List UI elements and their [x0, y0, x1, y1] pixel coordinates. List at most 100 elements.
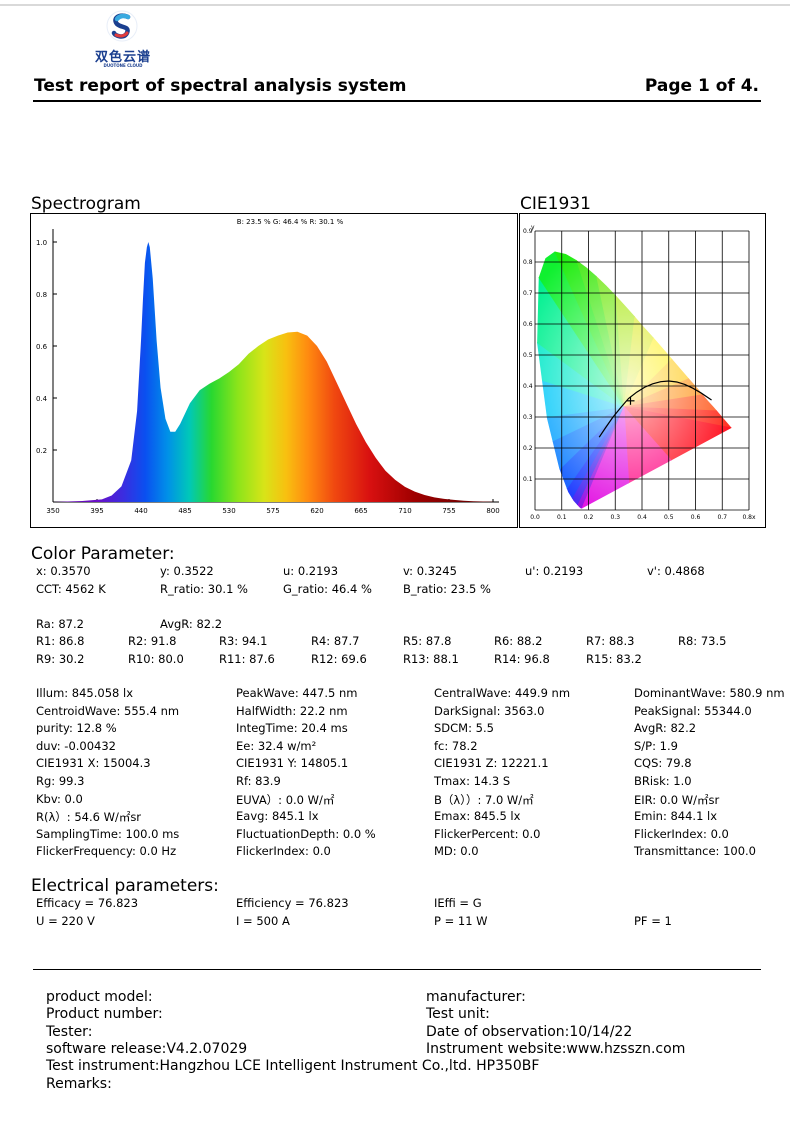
x-tick-label: 710 — [398, 507, 411, 515]
color-param: u: 0.2193 — [283, 564, 339, 578]
test-instrument: Test instrument:Hangzhou LCE Intelligent… — [46, 1058, 540, 1075]
measurement-value: FluctuationDepth: 0.0 % — [236, 826, 376, 841]
x-tick-label: 800 — [486, 507, 499, 515]
x-tick-label: 620 — [310, 507, 323, 515]
y-tick-label: 1.0 — [36, 239, 47, 247]
footer-field: software release:V4.2.07029 — [46, 1040, 248, 1057]
cri-value: R4: 87.7 — [311, 634, 360, 648]
cri-param: Ra: 87.2 — [36, 617, 84, 631]
electrical-param: I = 500 A — [236, 914, 290, 928]
y-tick-label: 0.4 — [36, 395, 48, 403]
measurement-value: Emax: 845.5 lx — [434, 809, 521, 824]
color-param: R_ratio: 30.1 % — [160, 582, 248, 596]
color-param: B_ratio: 23.5 % — [403, 582, 491, 596]
measurement-value: Rf: 83.9 — [236, 774, 281, 788]
measurement-value: Tmax: 14.3 S — [434, 774, 511, 788]
footer-field: Tester: — [46, 1023, 93, 1040]
cie-gamut — [537, 251, 732, 509]
x-tick-label: 755 — [442, 507, 455, 515]
y-tick-label: 0.8 — [36, 291, 47, 299]
footer-field: Test unit: — [426, 1006, 490, 1023]
cri-value: R7: 88.3 — [586, 634, 635, 648]
cie-x-tick-label: 0.8x — [742, 514, 756, 521]
x-tick-label: 395 — [90, 507, 103, 515]
cie-x-tick-label: 0.7 — [717, 514, 727, 521]
logo-chinese-text: 双色云谱 — [94, 50, 151, 65]
measurement-value: FlickerPercent: 0.0 — [434, 826, 541, 841]
footer-field: Date of observation:10/14/22 — [426, 1023, 633, 1040]
color-param: y: 0.3522 — [160, 564, 214, 578]
measurement-value: IntegTime: 20.4 ms — [236, 721, 348, 736]
measurement-value: MD: 0.0 — [434, 844, 479, 859]
spectrogram-title: Spectrogram — [31, 194, 141, 214]
measurement-value: Rg: 99.3 — [36, 774, 85, 788]
footer-field: Instrument website:www.hzsszn.com — [426, 1040, 686, 1057]
measurement-value: FlickerIndex: 0.0 — [634, 826, 729, 841]
x-tick-label: 440 — [134, 507, 147, 515]
footer-field: Product number: — [46, 1006, 163, 1023]
planckian-locus — [598, 380, 712, 438]
cie-y-tick-label: 0.7 — [523, 290, 533, 297]
logo-s-icon — [106, 10, 138, 42]
measurement-value: S/P: 1.9 — [634, 738, 678, 753]
cri-value: R12: 69.6 — [311, 652, 367, 666]
measurement-value: SDCM: 5.5 — [434, 721, 494, 736]
report-title: Test report of spectral analysis system — [34, 76, 407, 96]
x-tick-label: 530 — [222, 507, 235, 515]
measurement-value: DarkSignal: 3563.0 — [434, 703, 545, 718]
spectrogram-panel: B: 23.5 % G: 46.4 % R: 30.1 % 0.2 0.4 0.6 0… — [30, 213, 518, 528]
cri-value: R15: 83.2 — [586, 652, 642, 666]
x-tick-label: 575 — [266, 507, 279, 515]
measurement-value: Illum: 845.058 lx — [36, 686, 134, 700]
cie-panel: y 0.0 0.1 0.2 0.3 0.4 0.5 0.6 0.7 0.8x 0.1 0.2 0.3 0… — [519, 213, 766, 528]
cie-y-tick-label: 0.9 — [523, 228, 533, 235]
color-param: u': 0.2193 — [525, 564, 584, 578]
cie-x-tick-label: 0.0 — [530, 514, 540, 521]
footer-field: product model: — [46, 989, 153, 1005]
color-param: G_ratio: 46.4 % — [283, 582, 372, 596]
y-tick-label: 0.2 — [36, 447, 47, 455]
logo-english-text: DUOTONE CLOUD — [103, 63, 143, 68]
cri-value: R3: 94.1 — [219, 634, 268, 648]
cri-value: R1: 86.8 — [36, 634, 85, 648]
spectrum-area — [53, 242, 493, 502]
cie-y-axis-label: y — [531, 224, 535, 231]
cie-x-tick-label: 0.6 — [691, 514, 701, 521]
measurement-value: purity: 12.8 % — [36, 721, 117, 736]
measurement-value: CIE1931 X: 15004.3 — [36, 756, 151, 771]
top-rule — [0, 4, 790, 6]
electrical-param: Efficacy = 76.823 — [36, 896, 139, 910]
cri-value: R8: 73.5 — [678, 634, 727, 648]
title-rule — [33, 100, 761, 102]
electrical-param: U = 220 V — [36, 914, 95, 928]
measurement-value: Ee: 32.4 w/m² — [236, 738, 317, 753]
cie-chart: y 0.0 0.1 0.2 0.3 0.4 0.5 0.6 0.7 0.8x 0.1 0.2 0.3 0… — [523, 224, 756, 521]
measurement-value: CentroidWave: 555.4 nm — [36, 703, 180, 718]
spectrogram-chart: B: 23.5 % G: 46.4 % R: 30.1 % 0.2 0.4 0.6 0… — [36, 218, 500, 515]
measurement-value: FlickerFrequency: 0.0 Hz — [36, 844, 177, 859]
color-parameter-title: Color Parameter: — [31, 544, 175, 564]
measurement-value: EIR: 0.0 W/㎡sr — [634, 792, 720, 807]
cie-x-tick-label: 0.1 — [557, 514, 567, 521]
x-tick-label: 350 — [46, 507, 59, 515]
measurement-value: Eavg: 845.1 lx — [236, 809, 319, 824]
cri-value: R2: 91.8 — [128, 634, 177, 648]
footer-rule — [33, 969, 761, 970]
measurement-value: SamplingTime: 100.0 ms — [36, 826, 180, 841]
color-param: v': 0.4868 — [647, 564, 705, 578]
x-tick-label: 665 — [354, 507, 367, 515]
measurement-value: Kbv: 0.0 — [36, 791, 83, 806]
measurement-value: B（λ））: 7.0 W/㎡ — [434, 792, 534, 807]
color-param: v: 0.3245 — [403, 564, 457, 578]
cri-value: R5: 87.8 — [403, 634, 452, 648]
measurement-value: R(λ）: 54.6 W/㎡sr — [36, 810, 142, 825]
cie-y-tick-label: 0.1 — [523, 476, 533, 483]
x-tick-label: 485 — [178, 507, 191, 515]
measurement-value: fc: 78.2 — [434, 738, 478, 753]
measurement-value: CQS: 79.8 — [634, 756, 692, 771]
measurement-value: AvgR: 82.2 — [634, 721, 697, 736]
cri-value: R13: 88.1 — [403, 652, 459, 666]
electrical-param: P = 11 W — [434, 914, 488, 928]
cie-x-tick-label: 0.3 — [610, 514, 620, 521]
electrical-param: PF = 1 — [634, 914, 672, 928]
